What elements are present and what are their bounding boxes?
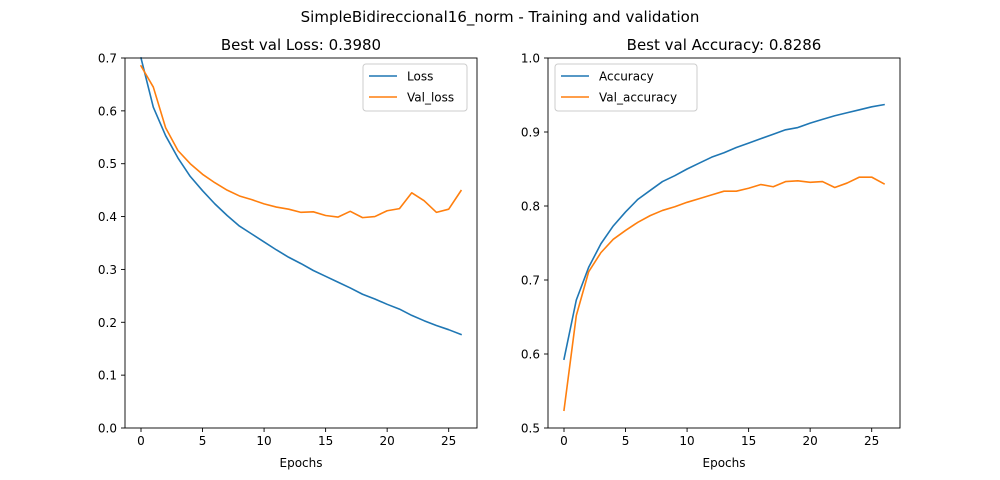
legend-box — [554, 63, 698, 112]
x-tick-label: 15 — [318, 434, 333, 448]
y-tick-label: 0.7 — [521, 274, 540, 288]
legend-label: Val_loss — [407, 91, 454, 105]
x-tick-label: 15 — [741, 434, 756, 448]
y-tick-label: 0.8 — [521, 200, 540, 214]
y-tick-label: 0.0 — [98, 422, 117, 436]
legend: Accuracy Val_accuracy — [554, 63, 698, 112]
x-tick-label: 20 — [380, 434, 395, 448]
figure-title: SimpleBidireccional16_norm - Training an… — [301, 8, 700, 27]
axes-frame — [547, 57, 901, 429]
axes-frame — [124, 57, 478, 429]
x-tick-label: 25 — [441, 434, 456, 448]
y-tick-label: 0.5 — [521, 422, 540, 436]
y-tick-label: 1.0 — [521, 52, 540, 66]
y-tick-label: 0.7 — [98, 52, 117, 66]
series-line-val-accuracy — [563, 176, 886, 412]
y-tick-label: 0.6 — [98, 104, 117, 118]
subplot-title: Best val Accuracy: 0.8286 — [627, 36, 822, 54]
y-tick-label: 0.2 — [98, 316, 117, 330]
legend-label: Val_accuracy — [599, 91, 677, 105]
y-tick-label: 0.4 — [98, 210, 117, 224]
x-tick-label: 5 — [622, 434, 630, 448]
x-axis-label: Epochs — [280, 456, 323, 470]
legend: Loss Val_loss — [362, 63, 468, 112]
series-group — [563, 103, 886, 412]
series-line-accuracy — [563, 103, 885, 361]
y-tick-label: 0.6 — [521, 348, 540, 362]
y-tick-label: 0.1 — [98, 369, 117, 383]
x-tick-label: 0 — [560, 434, 568, 448]
subplot-2: Best val Accuracy: 0.8286 0 5 10 15 20 25 0.5 0.… — [521, 36, 901, 470]
subplot-title: Best val Loss: 0.3980 — [221, 36, 381, 54]
x-tick-label: 25 — [864, 434, 879, 448]
legend-label: Accuracy — [599, 70, 654, 84]
series-group — [139, 57, 463, 336]
x-tick-label: 10 — [679, 434, 694, 448]
x-tick-label: 10 — [256, 434, 271, 448]
series-line-val-loss — [139, 64, 463, 219]
plots-container: Best val Loss: 0.3980 0 5 10 15 20 25 0.0 0.1 0.2… — [98, 36, 901, 470]
x-tick-label: 20 — [803, 434, 818, 448]
y-tick-label: 0.9 — [521, 126, 540, 140]
y-tick-label: 0.3 — [98, 263, 117, 277]
series-line-loss — [140, 57, 463, 336]
x-axis-label: Epochs — [703, 456, 746, 470]
legend-label: Loss — [407, 70, 433, 84]
y-tick-label: 0.5 — [98, 157, 117, 171]
x-tick-label: 5 — [199, 434, 207, 448]
subplot-1: Best val Loss: 0.3980 0 5 10 15 20 25 0.0 0.1 0.2… — [98, 36, 478, 470]
x-tick-label: 0 — [137, 434, 145, 448]
